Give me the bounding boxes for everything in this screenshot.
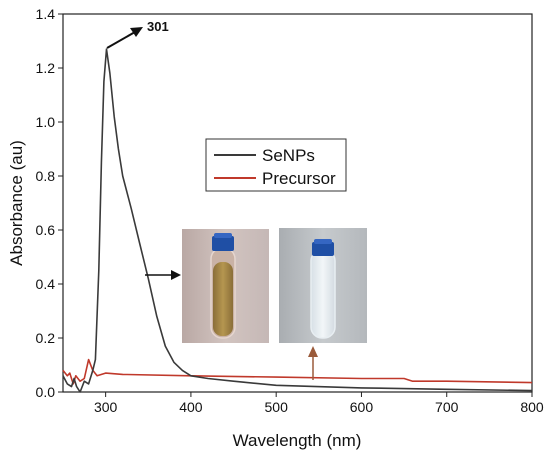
x-tick-label: 400 <box>179 399 203 415</box>
x-tick-label: 800 <box>520 399 544 415</box>
y-tick-label: 0.0 <box>36 384 56 400</box>
legend-label-precursor: Precursor <box>262 169 336 188</box>
senps-vial-liquid <box>213 262 233 336</box>
y-axis-title: Absorbance (au) <box>7 140 26 266</box>
precursor-vial-glass <box>310 249 336 339</box>
peak-arrow-line <box>106 31 136 49</box>
peak-label: 301 <box>147 19 169 34</box>
legend: SeNPs Precursor <box>205 138 347 192</box>
peak-arrow-head <box>130 27 143 37</box>
y-axis-ticks: 0.0 0.2 0.4 0.6 0.8 1.0 1.2 1.4 <box>36 6 63 400</box>
x-tick-label: 500 <box>265 399 289 415</box>
senps-pointer-head <box>171 270 181 280</box>
senps-pointer-arrow <box>145 270 181 280</box>
y-tick-label: 0.6 <box>36 222 56 238</box>
x-axis-ticks: 300 400 500 600 700 800 <box>94 392 544 415</box>
senps-vial-cap <box>212 236 234 251</box>
legend-label-senps: SeNPs <box>262 146 315 165</box>
precursor-vial-cap <box>312 242 334 256</box>
precursor-pointer-arrow <box>308 346 318 380</box>
y-tick-label: 1.4 <box>36 6 56 22</box>
y-tick-label: 1.2 <box>36 60 56 76</box>
plot-area: 300 400 500 600 700 800 0.0 0.2 0.4 0.6 0.8 1.0 1.2… <box>36 6 544 415</box>
series-layer <box>62 48 533 393</box>
precursor-vial-photo <box>279 228 367 343</box>
precursor-pointer-head <box>308 346 318 357</box>
peak-annotation: 301 <box>106 19 169 49</box>
y-tick-label: 0.2 <box>36 330 56 346</box>
x-tick-label: 300 <box>94 399 118 415</box>
plot-frame <box>62 13 533 393</box>
series-line-precursor <box>62 358 533 385</box>
series-line-senps <box>62 48 533 393</box>
legend-box <box>205 138 347 192</box>
x-axis-title: Wavelength (nm) <box>233 431 362 450</box>
senps-vial-cap-top <box>214 233 232 238</box>
x-tick-label: 700 <box>435 399 459 415</box>
y-tick-label: 0.4 <box>36 276 56 292</box>
precursor-vial-cap-top <box>314 239 332 244</box>
y-tick-label: 1.0 <box>36 114 56 130</box>
senps-vial-photo <box>182 229 269 343</box>
x-tick-label: 600 <box>350 399 374 415</box>
y-tick-label: 0.8 <box>36 168 56 184</box>
